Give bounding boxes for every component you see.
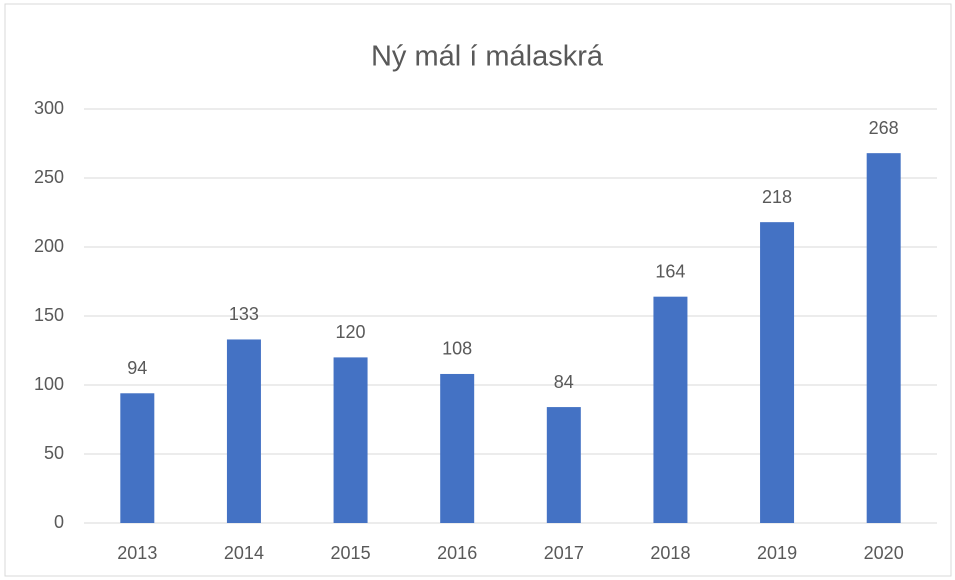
chart-title: Ný mál í málaskrá [371, 41, 604, 73]
x-tick-label: 2016 [437, 543, 477, 563]
data-label: 120 [336, 322, 366, 342]
y-tick-label: 250 [34, 167, 64, 187]
bar [546, 407, 581, 523]
x-tick-label: 2019 [757, 543, 797, 563]
data-label: 94 [127, 358, 147, 378]
bar [440, 373, 475, 523]
data-label: 133 [229, 304, 259, 324]
data-label: 164 [655, 261, 685, 281]
x-tick-label: 2013 [117, 543, 157, 563]
y-tick-label: 0 [54, 512, 64, 532]
x-tick-label: 2015 [331, 543, 371, 563]
data-label: 84 [554, 372, 574, 392]
bar [760, 222, 795, 523]
y-tick-label: 50 [44, 443, 64, 463]
x-tick-label: 2017 [544, 543, 584, 563]
bar [333, 357, 368, 523]
data-label: 218 [762, 187, 792, 207]
bar [120, 393, 155, 523]
bar [653, 296, 688, 523]
x-tick-label: 2020 [864, 543, 904, 563]
x-tick-label: 2014 [224, 543, 264, 563]
bar [866, 153, 901, 523]
y-tick-label: 100 [34, 374, 64, 394]
y-tick-label: 150 [34, 305, 64, 325]
data-label: 268 [869, 118, 899, 138]
y-tick-label: 300 [34, 98, 64, 118]
bar [226, 339, 261, 523]
y-tick-label: 200 [34, 236, 64, 256]
data-label: 108 [442, 339, 472, 359]
x-tick-label: 2018 [650, 543, 690, 563]
